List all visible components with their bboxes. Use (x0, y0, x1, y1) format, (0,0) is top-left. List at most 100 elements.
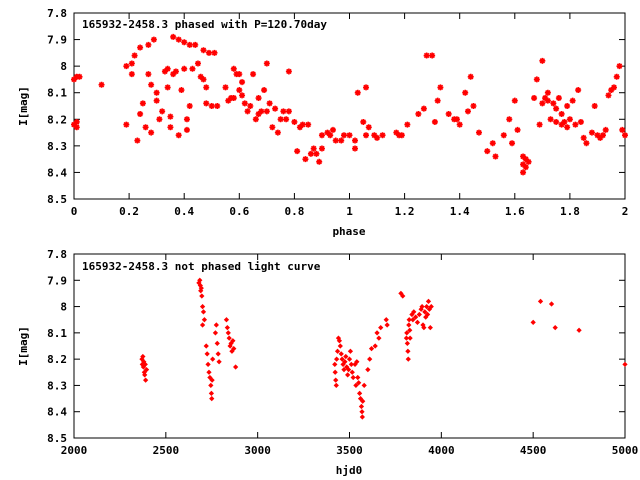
phased-data-point (145, 41, 152, 48)
phased-data-point (379, 132, 386, 139)
phased-data-point (374, 134, 381, 141)
phased-data-point (453, 116, 460, 123)
phased-data-point (225, 97, 232, 104)
unphased-data-point (414, 319, 421, 325)
phased-data-point (365, 124, 372, 131)
unphased-data-point (197, 277, 203, 283)
phased-y-tick-label: 8.1 (47, 87, 67, 100)
phased-data-point (431, 118, 438, 125)
phased-data-point (280, 108, 287, 115)
phased-data-point (489, 140, 496, 147)
phased-x-tick-label: 2 (622, 205, 629, 218)
unphased-data-point (347, 348, 354, 354)
phased-data-point (475, 129, 482, 136)
unphased-data-point (200, 309, 207, 315)
unphased-data-point (142, 361, 148, 368)
unphased-data-point (548, 301, 555, 307)
phased-data-point (236, 87, 243, 94)
phased-data-point (164, 84, 171, 91)
unphased-data-point (359, 414, 365, 420)
phased-data-point (553, 118, 560, 125)
phased-data-point (305, 121, 312, 128)
phased-data-point (137, 110, 144, 117)
unphased-data-point (407, 327, 413, 333)
unphased-light-curve-panel: 165932-2458.3 not phased light curve hjd… (17, 248, 638, 477)
phased-data-point (492, 153, 499, 160)
unphased-data-point (421, 324, 427, 331)
phased-data-point (252, 116, 259, 123)
phased-data-point (266, 100, 273, 107)
phased-data-point (214, 103, 221, 109)
unphased-y-tick-label: 8 (60, 301, 67, 314)
unphased-data-point (356, 390, 363, 396)
phased-data-point (354, 89, 361, 96)
unphased-data-point (360, 398, 366, 404)
unphased-data-point (404, 340, 410, 346)
phased-data-point (145, 71, 152, 78)
phased-data-point (183, 116, 190, 123)
phased-data-point (263, 108, 270, 115)
unphased-data-point (212, 330, 219, 336)
phased-data-point (608, 87, 615, 94)
phased-y-tick-label: 7.9 (47, 34, 67, 47)
unphased-data-point (353, 382, 359, 389)
phased-data-point (203, 100, 210, 107)
unphased-data-point (424, 311, 431, 318)
phased-data-point (269, 124, 276, 131)
phased-data-point (434, 97, 441, 104)
unphased-data-point (405, 356, 411, 362)
phased-data-point (462, 89, 469, 96)
phased-data-point (329, 126, 336, 133)
phased-data-point (445, 110, 452, 117)
unphased-data-point (333, 377, 339, 383)
phased-data-point (178, 87, 185, 94)
unphased-y-tick-label: 8.4 (47, 406, 67, 419)
phased-data-point (613, 73, 620, 80)
phased-data-point (250, 71, 257, 78)
unphased-data-point (384, 322, 390, 328)
unphased-x-tick-label: 5000 (612, 444, 639, 457)
phased-data-point (500, 132, 507, 139)
phased-data-point (186, 41, 193, 48)
unphased-data-point (425, 298, 432, 304)
phased-data-point (161, 68, 168, 75)
unphased-x-tick-label: 3000 (244, 444, 271, 457)
unphased-y-axis-label: I[mag] (17, 326, 30, 366)
phased-data-point (181, 39, 188, 46)
phased-x-tick-label: 1.8 (560, 205, 580, 218)
phased-data-point (346, 132, 353, 139)
phased-data-point (327, 132, 334, 139)
phased-data-point (525, 158, 532, 165)
unphased-data-point (406, 322, 412, 328)
unphased-data-point (403, 335, 410, 341)
phased-data-point (131, 52, 138, 59)
unphased-data-point (224, 324, 230, 331)
phased-data-point (183, 126, 190, 133)
unphased-data-point (342, 359, 348, 365)
phased-y-tick-label: 8.4 (47, 166, 67, 179)
phased-data-point (398, 132, 405, 139)
unphased-data-point (206, 369, 212, 375)
phased-data-point (558, 121, 565, 128)
unphased-data-point (428, 303, 434, 310)
phased-data-point (520, 153, 527, 160)
unphased-data-point (341, 367, 347, 373)
phased-data-point (137, 44, 144, 51)
unphased-data-point (207, 374, 213, 381)
unphased-data-point (537, 298, 544, 304)
phased-data-point (128, 60, 135, 67)
unphased-data-point (419, 303, 425, 310)
unphased-data-point (622, 361, 628, 368)
phased-x-tick-label: 1 (346, 205, 353, 218)
phased-data-point (605, 92, 612, 99)
unphased-data-point (213, 322, 219, 328)
phased-data-point (76, 73, 83, 80)
phased-data-point (153, 97, 160, 104)
phased-data-point (558, 110, 565, 117)
phased-data-point (561, 118, 568, 125)
phased-data-point (324, 129, 331, 136)
unphased-data-point (332, 369, 338, 375)
unphased-data-point (336, 338, 343, 344)
phased-data-point (619, 126, 626, 133)
unphased-data-point (354, 359, 360, 365)
